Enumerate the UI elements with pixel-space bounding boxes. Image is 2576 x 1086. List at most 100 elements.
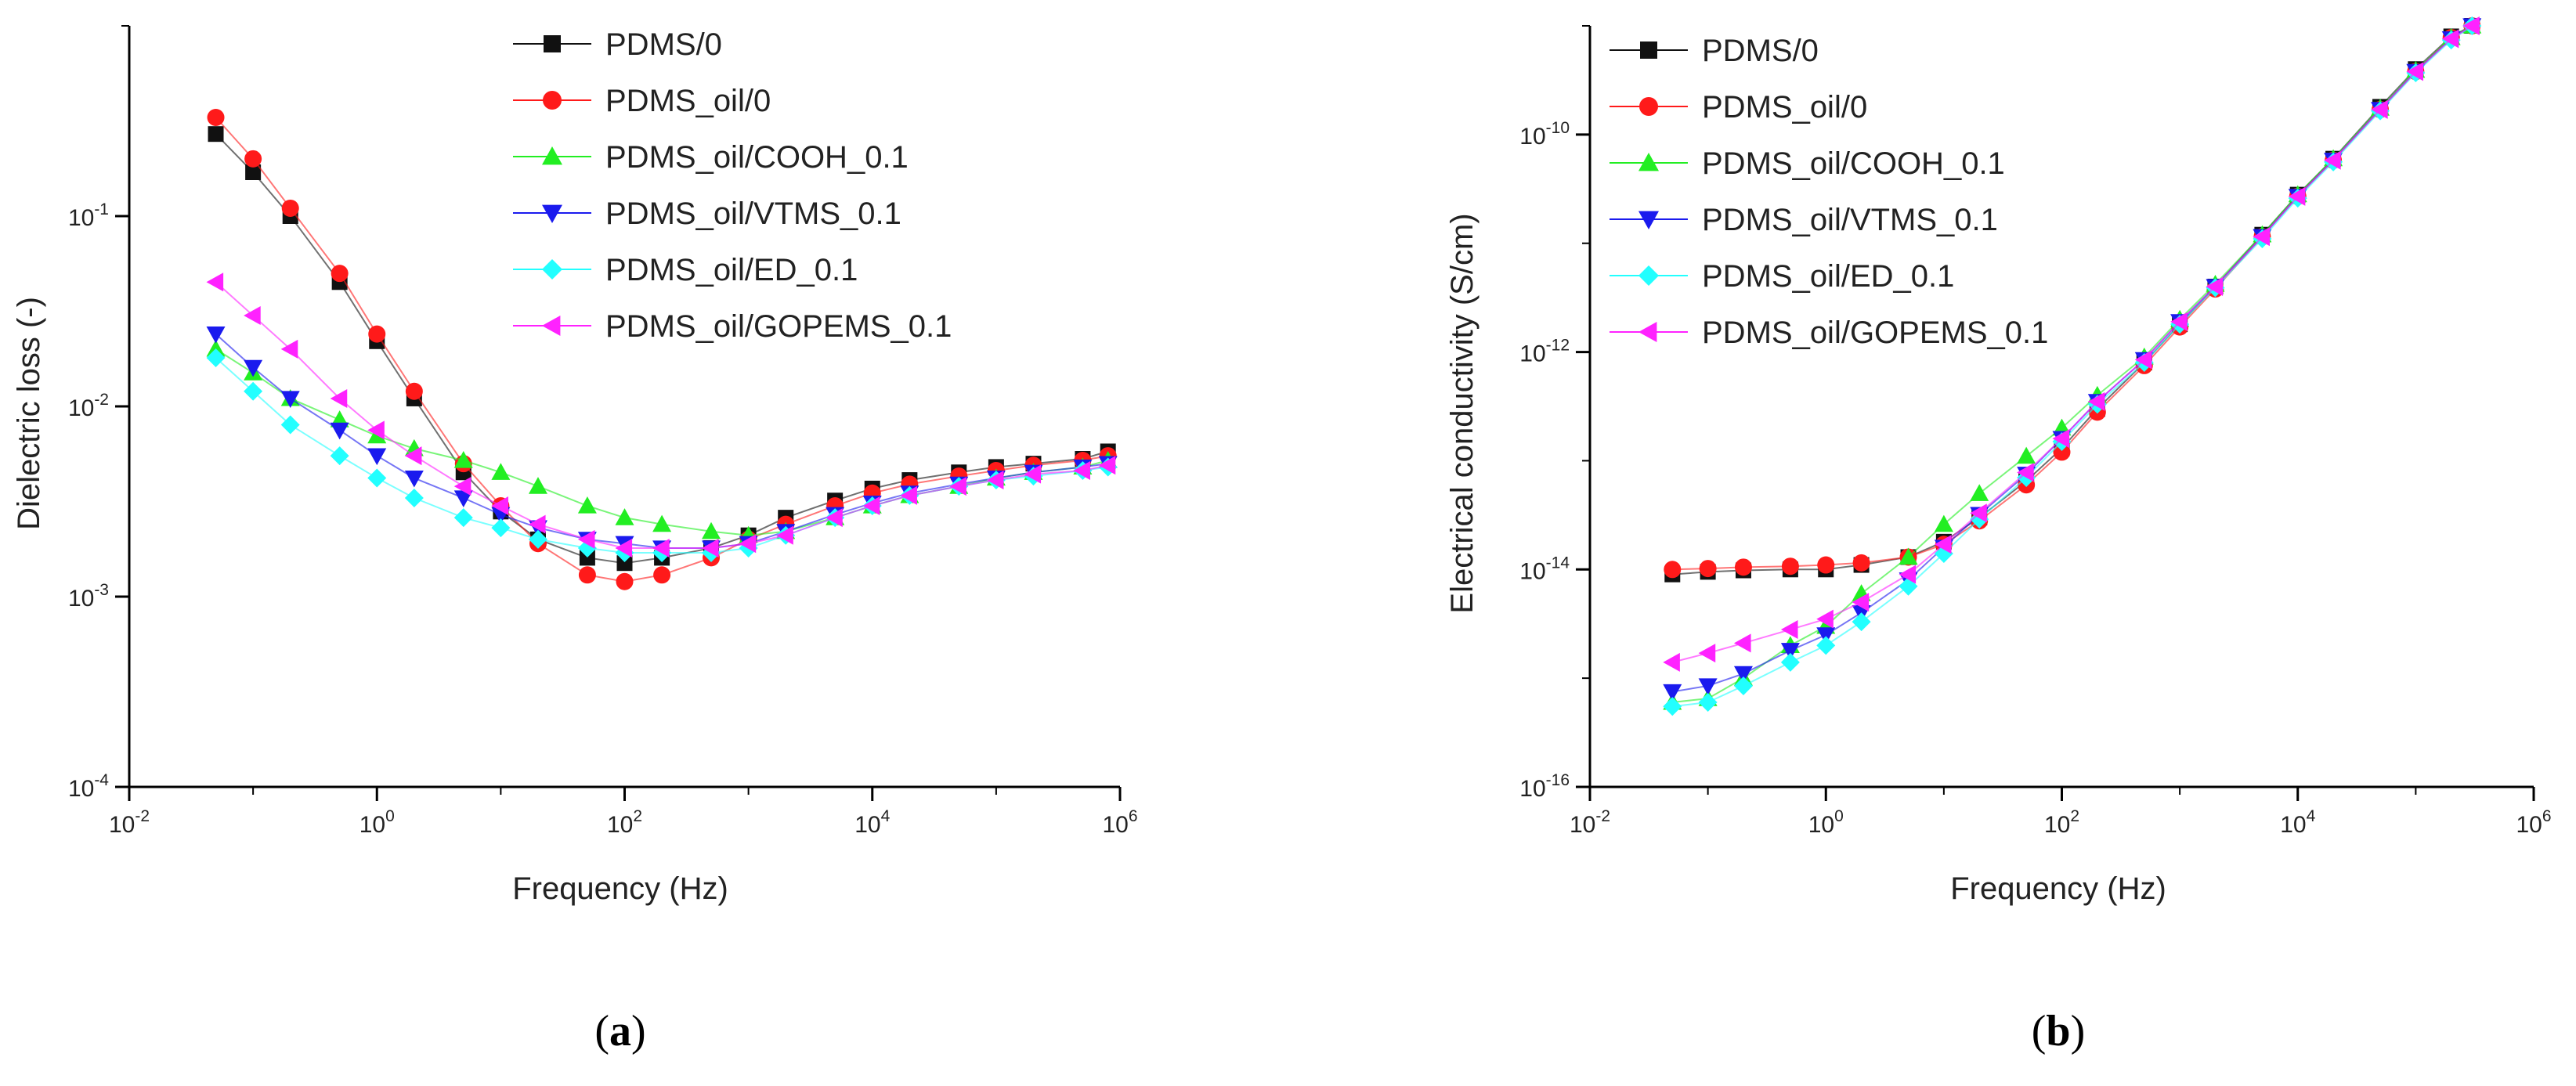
panel-a-y-axis-title: Dielectric loss (-) xyxy=(12,297,46,530)
panel-b-series-line-pdms-oil-vtms-0-1 xyxy=(1672,25,2473,693)
panel-a-data-point-pdms-oil-gopems-0-1 xyxy=(826,508,843,528)
panel-a-legend-item: PDMS_oil/GOPEMS_0.1 xyxy=(513,309,952,344)
panel-b-legend-item: PDMS/0 xyxy=(1610,34,1819,68)
panel-a-data-point-pdms-oil-vtms-0-1 xyxy=(367,448,387,466)
panel-b-legend-label: PDMS_oil/GOPEMS_0.1 xyxy=(1702,316,2048,350)
panel-a-x-tick-label: 100 xyxy=(359,807,395,838)
panel-a-legend-marker-pdms-oil-gopems-0-1 xyxy=(542,316,561,336)
panel-a-data-point-pdms-oil-0 xyxy=(405,382,423,400)
panel-a-legend-item: PDMS_oil/0 xyxy=(513,84,771,118)
panel-a-data-point-pdms-oil-gopems-0-1 xyxy=(949,477,966,496)
panel-b-conductivity-chart: Electrical conductivity (S/cm) Frequency… xyxy=(1445,16,2552,1055)
panel-a-data-point-pdms-oil-gopems-0-1 xyxy=(404,446,422,466)
panel-a-data-point-pdms-oil-cooh-0-1 xyxy=(491,463,511,480)
panel-a-caption: (a) xyxy=(594,1007,645,1055)
panel-b-data-point-pdms-oil-gopems-0-1 xyxy=(1899,565,1917,584)
panel-b-data-point-pdms-oil-vtms-0-1 xyxy=(1698,678,1718,695)
panel-a-data-point-pdms-oil-0 xyxy=(653,566,671,584)
panel-a-legend-label: PDMS_oil/VTMS_0.1 xyxy=(605,197,901,231)
panel-a-data-point-pdms-oil-0 xyxy=(616,572,634,590)
panel-b-data-point-pdms-oil-vtms-0-1 xyxy=(1733,666,1753,684)
panel-a-data-point-pdms-oil-ed-0-1 xyxy=(330,446,349,466)
panel-b-legend-item: PDMS_oil/ED_0.1 xyxy=(1610,259,1954,294)
panel-a-data-point-pdms-oil-ed-0-1 xyxy=(453,508,473,528)
panel-b-caption: (b) xyxy=(2032,1007,2085,1055)
panel-a-x-tick-label: 104 xyxy=(854,807,890,838)
panel-a-x-tick-label: 106 xyxy=(1102,807,1137,838)
panel-a-data-point-pdms-oil-vtms-0-1 xyxy=(206,327,226,344)
panel-a-x-tick-label-base: 10 xyxy=(607,812,633,838)
panel-b-data-point-pdms-oil-vtms-0-1 xyxy=(1780,643,1800,660)
panel-a-series-pdms-oil-cooh-0-1 xyxy=(206,339,1118,543)
panel-a-data-point-pdms-oil-vtms-0-1 xyxy=(330,422,349,440)
panel-b-data-point-pdms-oil-0 xyxy=(1852,554,1870,572)
panel-b-data-point-pdms-oil-ed-0-1 xyxy=(1698,692,1718,712)
panel-a-x-tick-label-base: 10 xyxy=(854,812,880,838)
panel-a-data-point-pdms-oil-cooh-0-1 xyxy=(615,508,634,525)
panel-b-data-point-pdms-oil-gopems-0-1 xyxy=(1780,620,1798,640)
panel-a-dielectric-loss-chart: Dielectric loss (-) Frequency (Hz) (a) 1… xyxy=(12,25,1138,1055)
panel-b-legend-marker-pdms-oil-gopems-0-1 xyxy=(1638,322,1657,342)
panel-b-y-tick-label: 10-10 xyxy=(1519,119,1570,150)
panel-b-y-axis-title: Electrical conductivity (S/cm) xyxy=(1445,213,1479,613)
panel-b-data-point-pdms-oil-ed-0-1 xyxy=(1663,697,1682,716)
panel-b-y-tick-label-exponent: -14 xyxy=(1546,554,1570,572)
panel-b-data-point-pdms-oil-gopems-0-1 xyxy=(1663,652,1680,672)
panel-b-y-tick-label-base: 10 xyxy=(1519,558,1545,584)
panel-b-x-axis-title: Frequency (Hz) xyxy=(1950,871,2166,906)
panel-b-legend: PDMS/0 PDMS_oil/0 PDMS_oil/COOH_0.1 PDMS_oi… xyxy=(1610,34,2048,350)
panel-a-y-tick-label: 10-4 xyxy=(68,771,109,802)
panel-b-y-tick-label-base: 10 xyxy=(1519,124,1545,150)
panel-b-x-tick-label-base: 10 xyxy=(2280,812,2306,838)
panel-a-data-point-pdms-oil-cooh-0-1 xyxy=(652,514,672,532)
panel-a-data-point-pdms-oil-0 xyxy=(331,265,349,283)
panel-a-legend-item: PDMS_oil/VTMS_0.1 xyxy=(513,197,901,231)
panel-b-x-tick-label-base: 10 xyxy=(1570,812,1595,838)
panel-b-x-tick-label-exponent: 0 xyxy=(1834,807,1844,825)
panel-a-legend-label: PDMS_oil/GOPEMS_0.1 xyxy=(605,309,952,344)
panel-a-data-point-pdms-oil-ed-0-1 xyxy=(367,468,387,488)
panel-a-data-point-pdms-oil-gopems-0-1 xyxy=(615,538,633,557)
panel-b-legend-label: PDMS_oil/0 xyxy=(1702,90,1867,124)
panel-b-data-point-pdms-oil-0 xyxy=(1664,561,1682,579)
panel-b-data-point-pdms-oil-0 xyxy=(2053,443,2071,461)
panel-a-data-point-pdms-oil-ed-0-1 xyxy=(491,518,511,538)
panel-a-data-point-pdms-oil-ed-0-1 xyxy=(206,348,226,367)
panel-a-data-point-pdms-oil-ed-0-1 xyxy=(244,381,263,401)
panel-a-data-point-pdms-oil-vtms-0-1 xyxy=(404,470,424,488)
panel-b-data-point-pdms-oil-vtms-0-1 xyxy=(1663,684,1682,702)
panel-a-data-point-pdms-oil-gopems-0-1 xyxy=(776,525,793,545)
panel-a-x-tick-label-exponent: 0 xyxy=(385,807,395,825)
panel-a-y-tick-label: 10-1 xyxy=(68,200,109,231)
panel-b-x-tick-label: 10-2 xyxy=(1570,807,1610,838)
panel-b-data-point-pdms-oil-gopems-0-1 xyxy=(2052,429,2070,449)
panel-a-data-point-pdms-0 xyxy=(616,555,633,572)
panel-a-y-tick-label-exponent: -4 xyxy=(94,771,109,789)
panel-a-legend-marker-pdms-0 xyxy=(544,35,561,52)
panel-a-plot-area xyxy=(206,109,1118,590)
panel-a-x-tick-label-base: 10 xyxy=(1102,812,1128,838)
panel-a-x-tick-label: 102 xyxy=(607,807,642,838)
panel-b-legend-marker-pdms-oil-cooh-0-1 xyxy=(1638,153,1659,171)
panel-b-y-tick-label: 10-12 xyxy=(1519,337,1570,367)
panel-a-data-point-pdms-oil-gopems-0-1 xyxy=(244,306,261,326)
panel-a-legend-label: PDMS_oil/0 xyxy=(605,84,771,118)
panel-b-series-pdms-oil-gopems-0-1 xyxy=(1663,16,2480,672)
panel-a-data-point-pdms-oil-gopems-0-1 xyxy=(367,420,385,440)
panel-a-y-tick-label-base: 10 xyxy=(68,395,94,421)
panel-b-data-point-pdms-oil-vtms-0-1 xyxy=(1816,627,1836,644)
panel-a-data-point-pdms-oil-cooh-0-1 xyxy=(528,477,547,494)
panel-b-legend-item: PDMS_oil/COOH_0.1 xyxy=(1610,146,2005,181)
panel-a-data-point-pdms-oil-cooh-0-1 xyxy=(453,451,473,468)
panel-b-data-point-pdms-oil-gopems-0-1 xyxy=(2462,16,2480,35)
panel-b-y-tick-label-exponent: -10 xyxy=(1546,119,1570,137)
panel-a-data-point-pdms-oil-vtms-0-1 xyxy=(453,490,473,508)
panel-b-legend-item: PDMS_oil/GOPEMS_0.1 xyxy=(1610,316,2048,350)
panel-b-y-tick-label: 10-16 xyxy=(1519,771,1570,802)
panel-a-legend-marker-pdms-oil-cooh-0-1 xyxy=(542,146,562,165)
panel-a-data-point-pdms-oil-gopems-0-1 xyxy=(453,477,471,496)
panel-a-data-point-pdms-oil-gopems-0-1 xyxy=(491,496,508,516)
panel-b-data-point-pdms-oil-gopems-0-1 xyxy=(2288,186,2306,206)
